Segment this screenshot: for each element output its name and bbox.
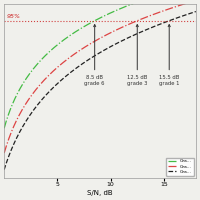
- Grade 3: [95, 39, 98, 41]
- Grade 6: [3, 127, 5, 129]
- Text: 95%: 95%: [6, 14, 20, 19]
- Grade 1: [195, 10, 197, 13]
- Grade 1: [107, 47, 109, 49]
- Grade 1: [160, 23, 162, 25]
- Grade 1: [95, 54, 98, 56]
- Grade 3: [195, 0, 197, 2]
- Text: 15.5 dB
grade 1: 15.5 dB grade 1: [159, 25, 179, 86]
- Grade 1: [117, 41, 119, 44]
- Grade 1: [3, 168, 5, 171]
- Text: 12.5 dB
grade 3: 12.5 dB grade 3: [127, 25, 147, 86]
- Grade 3: [190, 1, 192, 3]
- Grade 3: [160, 10, 162, 13]
- Grade 6: [117, 8, 119, 11]
- Grade 6: [95, 19, 98, 21]
- Legend: Gra..., Gra..., Gra...: Gra..., Gra..., Gra...: [166, 158, 194, 176]
- Grade 1: [94, 54, 96, 57]
- Grade 3: [94, 40, 96, 42]
- Line: Grade 1: Grade 1: [4, 12, 196, 170]
- Grade 3: [107, 33, 109, 35]
- Grade 3: [3, 152, 5, 154]
- Grade 3: [117, 28, 119, 30]
- Line: Grade 6: Grade 6: [4, 0, 196, 128]
- Line: Grade 3: Grade 3: [4, 0, 196, 153]
- Grade 6: [94, 19, 96, 22]
- Grade 1: [190, 12, 192, 14]
- X-axis label: S/N, dB: S/N, dB: [87, 190, 113, 196]
- Grade 6: [107, 13, 109, 15]
- Text: 8.5 dB
grade 6: 8.5 dB grade 6: [84, 25, 105, 86]
